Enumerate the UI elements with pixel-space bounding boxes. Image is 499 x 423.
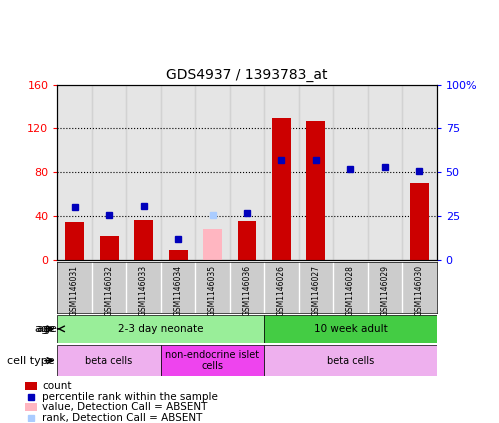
Bar (402, 85, 437, 260)
Text: age: age (34, 324, 55, 334)
Text: GSM1146036: GSM1146036 (243, 265, 251, 316)
Text: cell type: cell type (7, 356, 55, 365)
Bar (57, 345, 161, 376)
Bar (57, 315, 264, 343)
Text: beta cells: beta cells (327, 356, 374, 365)
Bar (65, 222, 84, 260)
Bar (203, 229, 222, 260)
Text: non-endocrine islet
cells: non-endocrine islet cells (166, 350, 259, 371)
Bar (195, 85, 230, 260)
Bar (264, 85, 299, 260)
Bar (272, 118, 291, 260)
Text: count: count (42, 381, 71, 391)
Bar (25, 403, 37, 411)
Text: beta cells: beta cells (85, 356, 133, 365)
Bar (126, 85, 161, 260)
Text: GSM1146035: GSM1146035 (208, 265, 217, 316)
Bar (161, 85, 195, 260)
Text: GSM1146027: GSM1146027 (311, 265, 320, 316)
Text: GSM1146032: GSM1146032 (105, 265, 114, 316)
Bar (134, 220, 153, 260)
Text: value, Detection Call = ABSENT: value, Detection Call = ABSENT (42, 402, 208, 412)
Text: 10 week adult: 10 week adult (313, 324, 387, 334)
Bar (410, 183, 429, 260)
Bar (333, 85, 368, 260)
Text: GSM1146030: GSM1146030 (415, 265, 424, 316)
Bar (230, 85, 264, 260)
Bar (169, 250, 188, 260)
Bar (264, 315, 437, 343)
Bar (299, 85, 333, 260)
Bar (238, 221, 256, 260)
Text: 2-3 day neonate: 2-3 day neonate (118, 324, 204, 334)
Bar (92, 85, 126, 260)
Bar (25, 382, 37, 390)
Text: percentile rank within the sample: percentile rank within the sample (42, 392, 218, 402)
Text: GSM1146033: GSM1146033 (139, 265, 148, 316)
Text: GSM1146034: GSM1146034 (174, 265, 183, 316)
Bar (100, 236, 119, 260)
Text: GSM1146028: GSM1146028 (346, 265, 355, 316)
Bar (264, 345, 437, 376)
Text: GSM1146031: GSM1146031 (70, 265, 79, 316)
Bar (57, 85, 92, 260)
Text: age: age (37, 324, 58, 334)
Bar (161, 345, 264, 376)
Text: GSM1146029: GSM1146029 (380, 265, 389, 316)
Text: rank, Detection Call = ABSENT: rank, Detection Call = ABSENT (42, 413, 203, 423)
Title: GDS4937 / 1393783_at: GDS4937 / 1393783_at (166, 68, 328, 82)
Bar (306, 121, 325, 260)
Bar (368, 85, 402, 260)
Text: GSM1146026: GSM1146026 (277, 265, 286, 316)
